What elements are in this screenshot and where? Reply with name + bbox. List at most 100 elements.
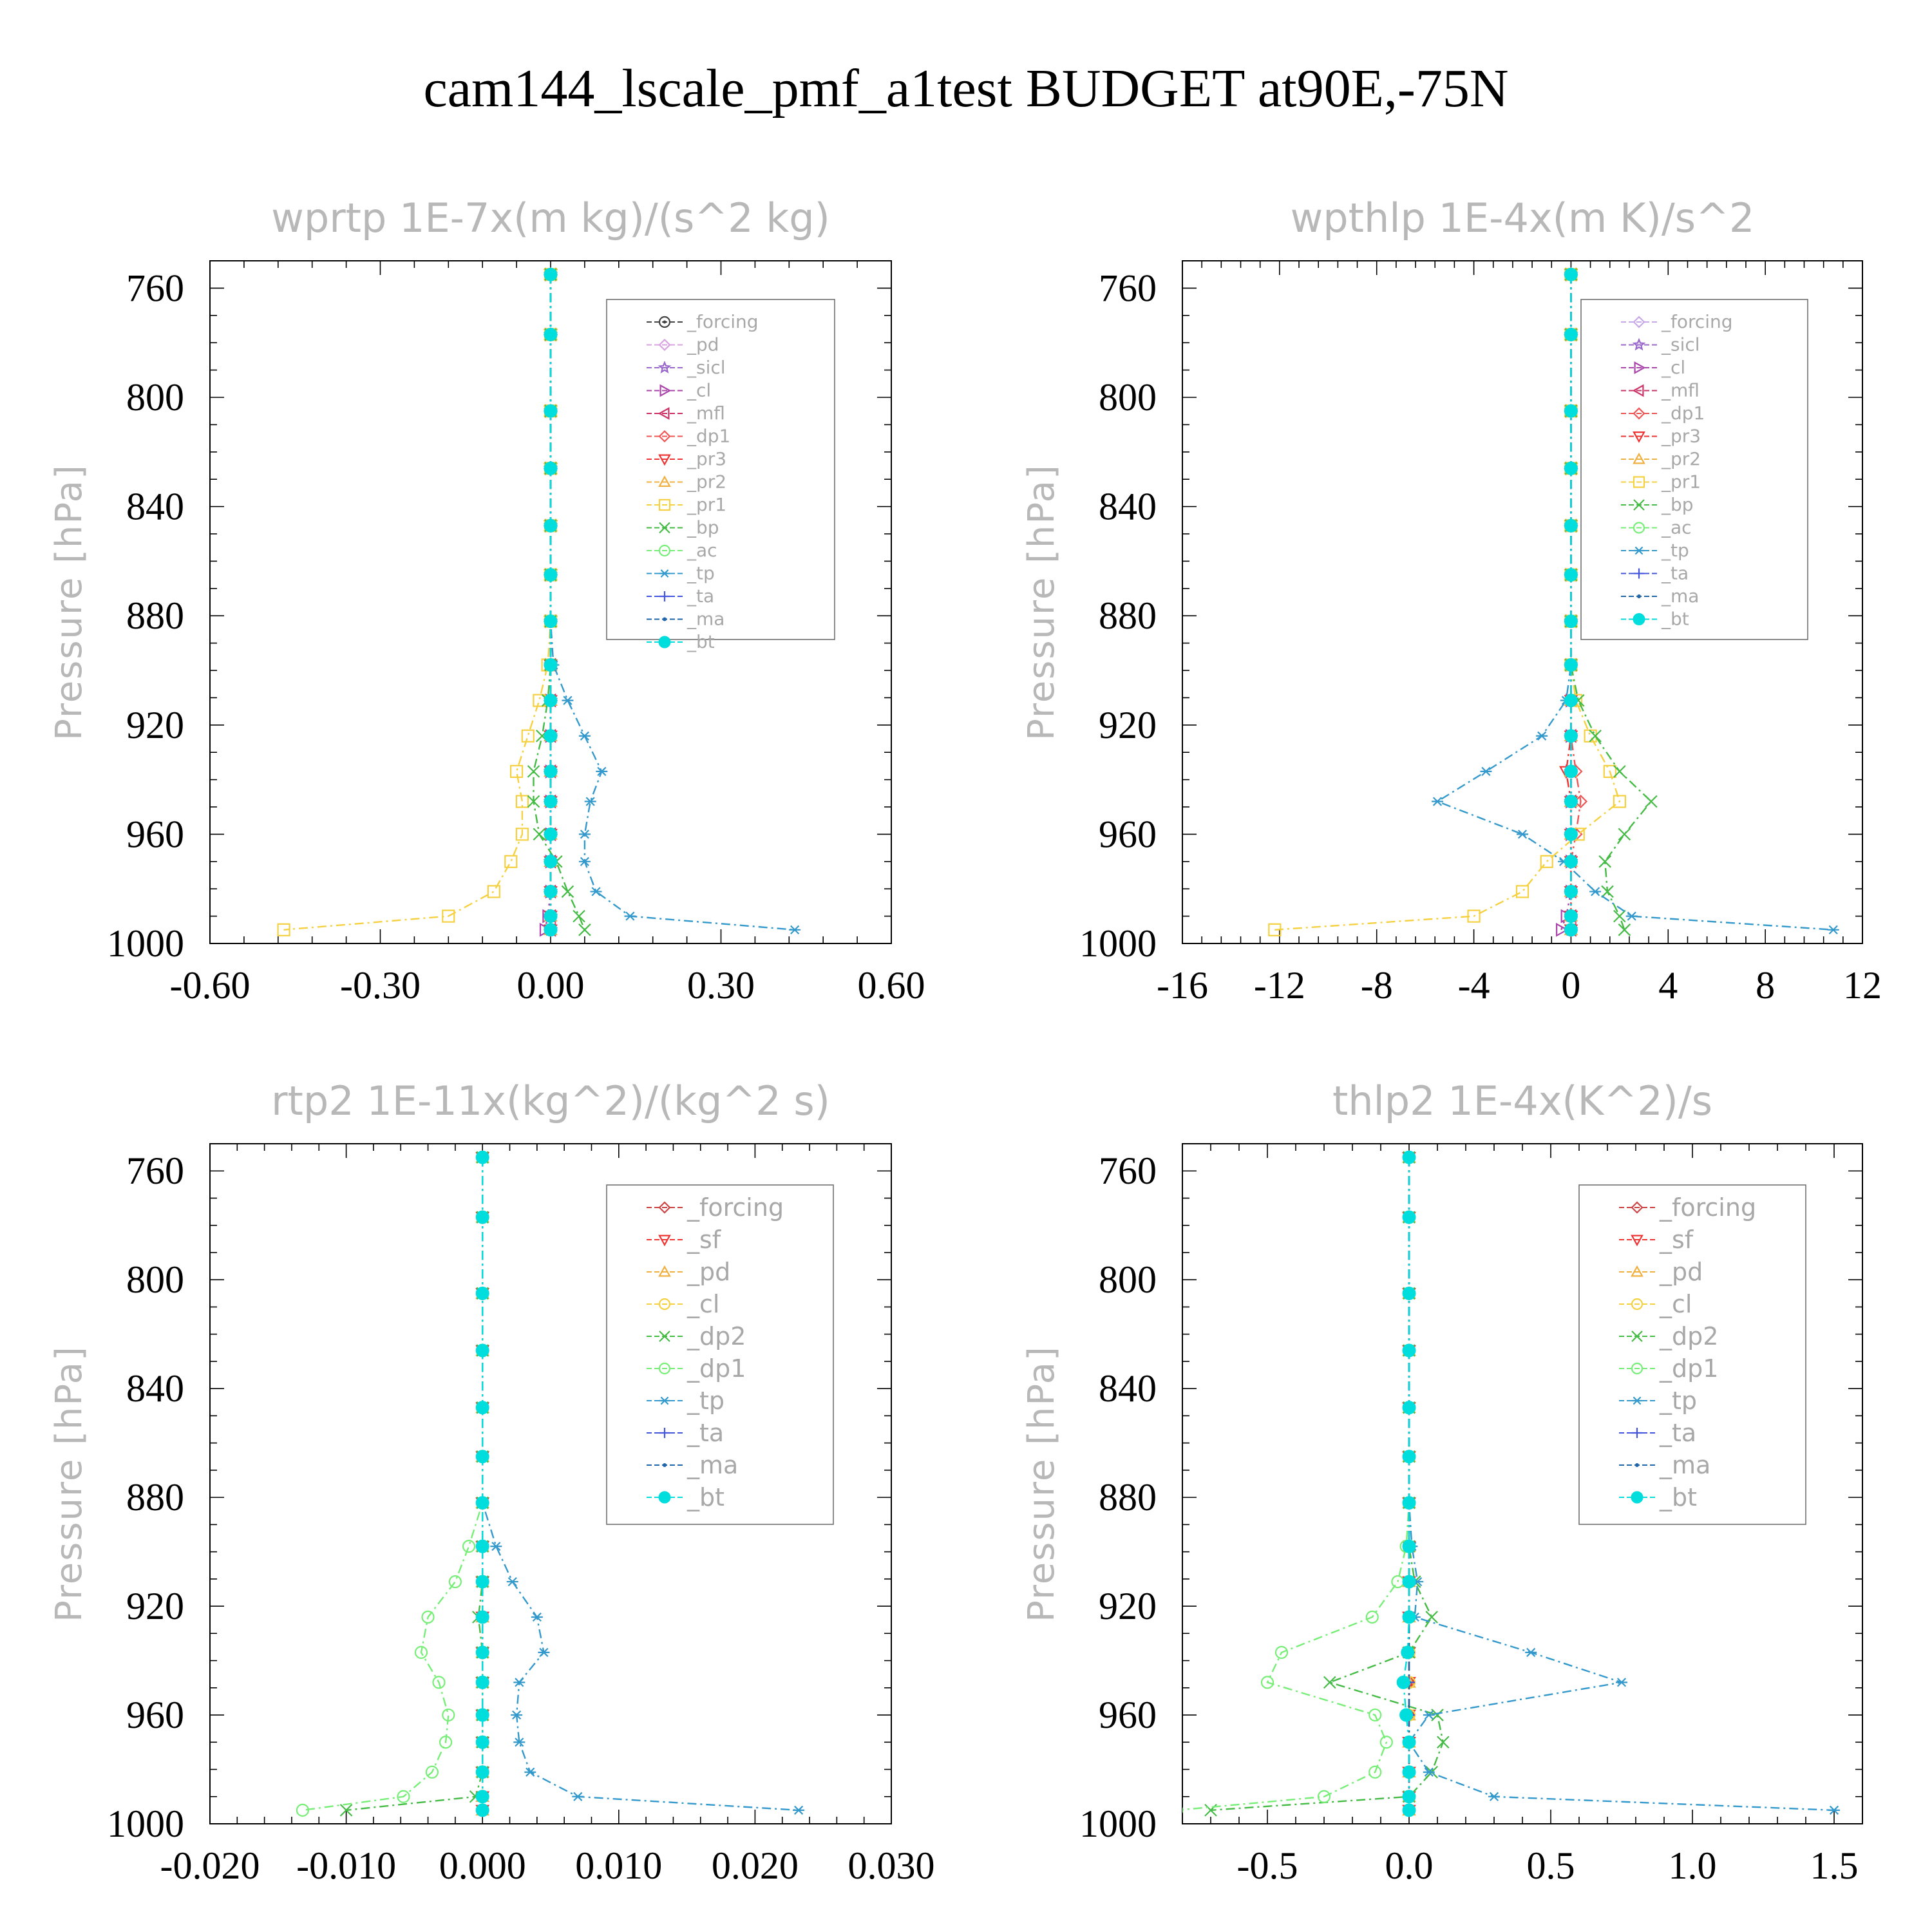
data-point bbox=[1564, 827, 1578, 841]
y-tick-label: 1000 bbox=[107, 922, 184, 965]
legend-marker bbox=[1631, 1235, 1643, 1247]
data-point bbox=[475, 1645, 489, 1660]
legend-label: _bp bbox=[687, 517, 719, 538]
legend-marker bbox=[658, 1298, 671, 1311]
y-tick-label: 840 bbox=[1099, 1367, 1157, 1410]
y-tick-label: 800 bbox=[126, 376, 184, 419]
y-tick-label: 760 bbox=[126, 1150, 184, 1192]
data-point bbox=[339, 1804, 353, 1817]
legend-label: _tp bbox=[687, 563, 715, 584]
minor-ticks bbox=[209, 1143, 892, 1824]
x-tick-label: 0.60 bbox=[858, 964, 925, 1007]
data-point bbox=[475, 1286, 489, 1300]
data-point bbox=[1402, 1575, 1416, 1589]
panel-title: thlp2 1E-4x(K^2)/s bbox=[1332, 1077, 1712, 1124]
legend-item: _ma bbox=[647, 1451, 738, 1479]
legend-item: _ac bbox=[647, 540, 717, 561]
legend-item: _pd bbox=[1619, 1258, 1703, 1286]
data-point bbox=[1379, 1736, 1393, 1749]
legend-item: _ma bbox=[1621, 585, 1699, 607]
legend-marker bbox=[658, 454, 671, 466]
legend-box bbox=[1580, 299, 1808, 640]
legend-label: _dp1 bbox=[687, 1354, 746, 1383]
legend-item: _tp bbox=[1619, 1387, 1697, 1415]
x-tick-label: 0.30 bbox=[687, 964, 755, 1007]
minor-ticks bbox=[1182, 1143, 1863, 1824]
legend-label: _tp bbox=[1659, 1387, 1697, 1415]
legend-marker bbox=[1632, 1428, 1642, 1438]
legend-marker bbox=[659, 591, 670, 601]
legend-item: _dp1 bbox=[1619, 1354, 1718, 1383]
data-point bbox=[544, 827, 558, 841]
legend-marker bbox=[1633, 613, 1645, 625]
data-point bbox=[527, 795, 540, 808]
legend-item: _pr3 bbox=[1621, 426, 1701, 447]
data-point bbox=[590, 887, 602, 896]
y-tick-label: 880 bbox=[126, 1476, 184, 1519]
legend-label: _mfl bbox=[687, 402, 725, 424]
legend-marker bbox=[1631, 1491, 1643, 1504]
x-tick-label: -8 bbox=[1361, 964, 1393, 1007]
data-point bbox=[544, 461, 558, 475]
data-point bbox=[439, 1736, 453, 1749]
data-point bbox=[1613, 765, 1626, 778]
data-point bbox=[1645, 795, 1658, 808]
series-dp2 bbox=[339, 1151, 489, 1817]
data-point bbox=[1598, 855, 1612, 868]
data-point bbox=[561, 885, 574, 898]
data-point bbox=[1540, 855, 1553, 868]
legend-label: _pr2 bbox=[1661, 448, 1701, 469]
data-point bbox=[1431, 1709, 1444, 1721]
legend-label: _ma bbox=[1661, 585, 1699, 607]
minor-ticks bbox=[1182, 260, 1863, 944]
y-tick-label: 760 bbox=[1099, 1150, 1157, 1192]
data-point bbox=[1323, 1676, 1336, 1689]
data-point bbox=[1613, 909, 1626, 923]
data-point bbox=[462, 1540, 476, 1553]
legend-marker bbox=[658, 1491, 671, 1504]
data-point bbox=[1564, 461, 1578, 475]
legend-label: _dp1 bbox=[1661, 402, 1705, 424]
data-point bbox=[578, 923, 591, 936]
data-point bbox=[573, 909, 585, 923]
legend-item: _tp bbox=[647, 1387, 724, 1415]
legend-label: _pr3 bbox=[1661, 426, 1701, 447]
legend-label: _ac bbox=[687, 540, 717, 561]
data-point bbox=[544, 729, 558, 743]
panel-title: rtp2 1E-11x(kg^2)/(kg^2 s) bbox=[271, 1077, 830, 1124]
x-tick-label: -0.30 bbox=[340, 964, 421, 1007]
data-point bbox=[1480, 766, 1492, 776]
data-point bbox=[515, 795, 529, 808]
series-line bbox=[1182, 1157, 1410, 1811]
data-point bbox=[1396, 1675, 1410, 1689]
data-point bbox=[1564, 658, 1578, 672]
legend-label: _ta bbox=[1659, 1419, 1696, 1447]
data-point bbox=[1402, 1496, 1416, 1510]
legend-item: _forcing bbox=[647, 311, 759, 332]
legend-marker bbox=[658, 636, 671, 649]
series-line bbox=[346, 1157, 484, 1812]
x-tick-label: 0.030 bbox=[848, 1844, 935, 1887]
legend-label: _ta bbox=[1661, 563, 1689, 584]
legend-label: _dp2 bbox=[687, 1322, 746, 1350]
data-point bbox=[511, 1710, 523, 1720]
legend-item: _ma bbox=[1619, 1451, 1710, 1479]
legend-marker bbox=[659, 569, 670, 578]
legend-item: _bt bbox=[1621, 609, 1689, 630]
series-pr1 bbox=[277, 268, 558, 936]
data-point bbox=[1564, 518, 1578, 533]
series-group bbox=[277, 267, 801, 938]
legend-item: _pd bbox=[647, 1258, 730, 1286]
x-tick-label: 12 bbox=[1843, 964, 1882, 1007]
legend-label: _cl bbox=[687, 380, 711, 401]
x-tick-label: 0.0 bbox=[1385, 1844, 1434, 1887]
y-tick-label: 1000 bbox=[1079, 1803, 1157, 1845]
data-point bbox=[475, 1539, 489, 1553]
y-tick-label: 760 bbox=[126, 267, 184, 309]
legend-item: _dp1 bbox=[1621, 402, 1705, 424]
legend-item: _pr3 bbox=[647, 448, 726, 469]
y-tick-label: 960 bbox=[126, 813, 184, 855]
y-axis-label: Pressure [hPa] bbox=[48, 464, 90, 741]
legend: _forcing _sf _pd _cl _dp2 _dp1 _tp _ta _ma _bt bbox=[1578, 1184, 1806, 1525]
data-point bbox=[1402, 1210, 1416, 1224]
